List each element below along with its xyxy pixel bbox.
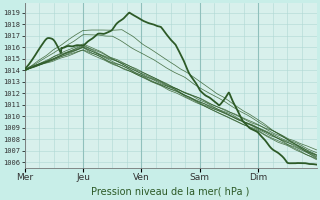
X-axis label: Pression niveau de la mer( hPa ): Pression niveau de la mer( hPa ) bbox=[92, 187, 250, 197]
